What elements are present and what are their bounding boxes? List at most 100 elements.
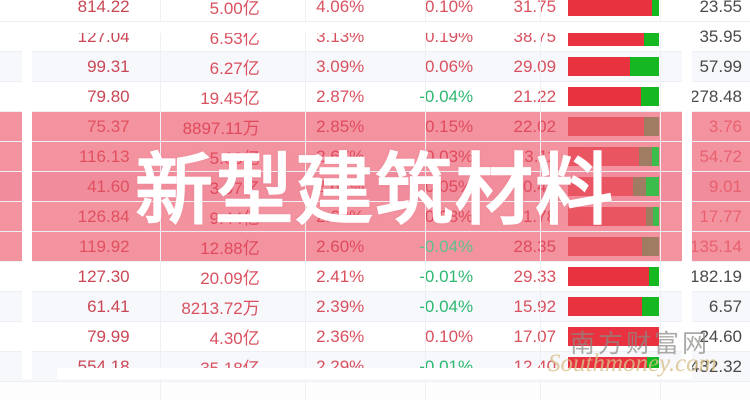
cell-amount: 20.09亿 (200, 269, 260, 288)
cell-value: 29.33 (513, 266, 557, 286)
bar-segment-green (651, 147, 659, 166)
column-divider (660, 0, 661, 400)
proportion-bar (568, 87, 659, 106)
table-row[interactable]: 41.60 3.97亿 2.64% 0.05% 20.45 9.01 (0, 172, 750, 202)
table-row[interactable]: 61.41 8213.72万 2.39% -0.04% 15.92 6.57 (0, 292, 750, 322)
cell-amount: 9.44亿 (209, 209, 260, 228)
cell-change-pct: -0.01% (419, 266, 474, 286)
proportion-bar (568, 57, 659, 76)
table-row[interactable]: 99.31 6.27亿 3.09% 0.06% 29.09 57.99 (0, 52, 750, 82)
table-row[interactable]: 126.84 9.44亿 2.62% 0.08% 31.78 17.77 (0, 202, 750, 232)
cell-last: 17.77 (699, 206, 742, 226)
cell-change-pct: 0.08% (424, 206, 474, 226)
cell-turnover-pct: 2.85% (316, 116, 365, 136)
cell-price: 814.22 (77, 0, 130, 16)
cell-turnover-pct: 2.67% (316, 146, 365, 166)
overlay-band-right (682, 22, 692, 379)
cell-last: 54.72 (699, 146, 742, 166)
bar-segment-green (653, 207, 659, 226)
column-divider (160, 0, 161, 400)
cell-value: 23.11 (514, 146, 557, 166)
table-row[interactable]: 814.22 5.00亿 4.06% 0.10% 31.75 23.55 (0, 0, 750, 22)
cell-price: 79.99 (87, 326, 130, 346)
bar-segment-green (648, 267, 659, 286)
cell-last: 3.76 (708, 116, 742, 136)
proportion-bar (568, 207, 659, 226)
bar-segment-green (651, 0, 659, 16)
cell-value: 21.22 (513, 86, 557, 106)
bar-segment-gray (638, 147, 652, 166)
overlay-band-left (22, 22, 32, 379)
cell-amount: 4.30亿 (209, 329, 260, 348)
bar-segment-red (568, 297, 643, 316)
cell-amount: 8213.72万 (181, 299, 260, 318)
column-divider (305, 0, 306, 400)
column-divider (425, 0, 426, 400)
cell-value: 31.75 (513, 0, 557, 16)
cell-change-pct: 0.10% (424, 0, 474, 16)
bar-segment-red (568, 117, 645, 136)
proportion-bar (568, 237, 659, 256)
cell-last: 35.95 (699, 26, 742, 46)
table-row[interactable]: 116.13 5.63亿 2.67% 0.03% 23.11 54.72 (0, 142, 750, 172)
cell-price: 99.31 (87, 56, 130, 76)
cell-amount: 5.63亿 (209, 149, 260, 168)
bar-segment-green (629, 57, 659, 76)
cell-price: 41.60 (87, 176, 130, 196)
proportion-bar (568, 117, 659, 136)
cell-price: 116.13 (78, 146, 130, 166)
cell-change-pct: -0.04% (419, 86, 474, 106)
bar-segment-red (568, 237, 643, 256)
table-row[interactable]: 119.92 12.88亿 2.60% -0.04% 28.35 135.14 (0, 232, 750, 262)
bar-segment-red (568, 177, 634, 196)
bar-segment-gray (642, 237, 659, 256)
cell-change-pct: -0.04% (419, 236, 474, 256)
cell-price: 61.41 (87, 296, 130, 316)
bar-segment-red (568, 57, 630, 76)
cell-last: 432.32 (690, 356, 742, 376)
cell-last: 24.60 (699, 326, 742, 346)
cell-turnover-pct: 2.62% (316, 206, 365, 226)
overlay-band-bottom (57, 368, 692, 379)
cell-last: 6.57 (708, 296, 742, 316)
bar-segment-red (568, 327, 659, 346)
proportion-bar (568, 267, 659, 286)
cell-value: 20.45 (513, 176, 557, 196)
bar-segment-green (646, 177, 659, 196)
cell-turnover-pct: 2.39% (316, 296, 365, 316)
cell-turnover-pct: 2.41% (316, 266, 365, 286)
bar-segment-gray (633, 177, 647, 196)
bar-segment-red (568, 267, 649, 286)
table-row[interactable]: 79.80 19.45亿 2.87% -0.04% 21.22 278.48 (0, 82, 750, 112)
cell-change-pct: -0.04% (419, 296, 474, 316)
bar-segment-red (568, 207, 647, 226)
column-divider (540, 0, 541, 400)
cell-value: 31.78 (513, 206, 557, 226)
bar-segment-green (640, 87, 659, 106)
cell-price: 79.80 (87, 86, 130, 106)
cell-turnover-pct: 2.36% (316, 326, 365, 346)
proportion-bar (568, 177, 659, 196)
cell-amount: 5.00亿 (209, 0, 260, 18)
cell-value: 17.07 (513, 326, 557, 346)
bar-segment-red (568, 87, 641, 106)
cell-amount: 12.88亿 (200, 239, 260, 258)
cell-value: 15.92 (513, 296, 557, 316)
cell-last: 135.14 (690, 236, 742, 256)
cell-turnover-pct: 3.09% (316, 56, 365, 76)
table-row[interactable]: 127.30 20.09亿 2.41% -0.01% 29.33 182.19 (0, 262, 750, 292)
cell-change-pct: 0.10% (424, 326, 474, 346)
cell-turnover-pct: 2.64% (316, 176, 365, 196)
bar-segment-gray (644, 117, 659, 136)
cell-price: 119.92 (78, 236, 130, 256)
cell-turnover-pct: 2.87% (316, 86, 365, 106)
table-row[interactable]: 79.99 4.30亿 2.36% 0.10% 17.07 24.60 (0, 322, 750, 352)
bar-segment-red (568, 147, 639, 166)
table-row[interactable]: 75.37 8897.11万 2.85% 0.15% 22.02 3.76 (0, 112, 750, 142)
overlay-band-top (57, 22, 692, 33)
cell-last: 9.01 (708, 176, 742, 196)
cell-price: 126.84 (77, 206, 130, 226)
cell-value: 28.35 (513, 236, 557, 256)
